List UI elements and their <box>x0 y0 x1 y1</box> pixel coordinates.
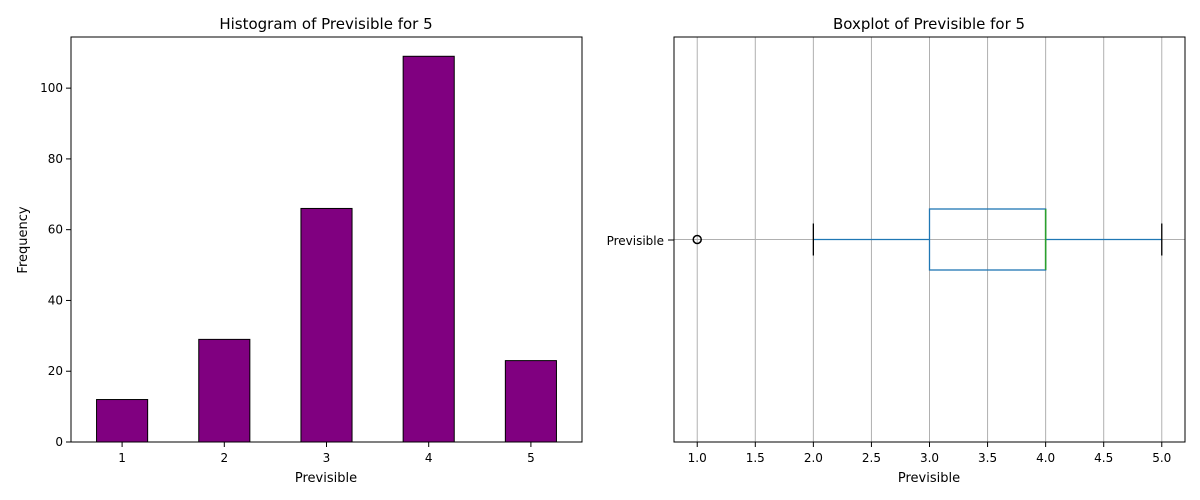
boxplot-x-tick-label: 1.5 <box>746 451 765 465</box>
histogram-bar <box>504 360 557 443</box>
boxplot-marks <box>692 208 1163 271</box>
histogram-y-tick-label: 0 <box>55 435 63 449</box>
boxplot-x-tick-label: 4.0 <box>1036 451 1055 465</box>
boxplot-x-tick-label: 4.5 <box>1094 451 1113 465</box>
boxplot-x-tick-label: 1.0 <box>688 451 707 465</box>
histogram-y-tick-label: 40 <box>48 293 63 307</box>
boxplot-x-tick-label: 3.0 <box>920 451 939 465</box>
histogram-y-tick-label: 80 <box>48 152 63 166</box>
histogram-bar <box>198 338 251 443</box>
histogram-title: Histogram of Previsible for 5 <box>219 15 432 33</box>
boxplot-x-axis-label: Previsible <box>898 471 960 486</box>
histogram-chart: Histogram of Previsible for 5 1 2 3 4 5 0 20 4… <box>16 15 583 486</box>
histogram-y-tick-label: 60 <box>48 223 63 237</box>
histogram-y-axis-label: Frequency <box>16 206 31 273</box>
boxplot-x-tick-label: 2.0 <box>804 451 823 465</box>
histogram-x-tick-label: 3 <box>323 451 331 465</box>
boxplot-title: Boxplot of Previsible for 5 <box>833 15 1025 33</box>
histogram-bar <box>300 207 353 443</box>
boxplot-chart: Boxplot of Previsible for 5 1.0 1.5 2.0 2.5… <box>607 15 1186 486</box>
histogram-bars <box>96 55 557 443</box>
histogram-y-tick-label: 20 <box>48 364 63 378</box>
histogram-x-axis-label: Previsible <box>295 471 357 486</box>
boxplot-x-tick-label: 5.0 <box>1152 451 1171 465</box>
histogram-bar <box>96 399 149 443</box>
histogram-x-tick-label: 5 <box>527 451 535 465</box>
boxplot-x-tick-label: 2.5 <box>862 451 881 465</box>
boxplot-outlier-point <box>692 234 702 245</box>
histogram-y-tick-label: 100 <box>40 81 63 95</box>
histogram-x-ticks: 1 2 3 4 5 <box>118 442 535 465</box>
histogram-x-tick-label: 2 <box>220 451 228 465</box>
boxplot-category-label: Previsible <box>607 234 664 248</box>
boxplot-x-ticks: 1.0 1.5 2.0 2.5 3.0 3.5 4.0 4.5 5.0 <box>688 442 1171 465</box>
histogram-y-ticks: 0 20 40 60 80 100 <box>40 81 71 449</box>
histogram-x-tick-label: 1 <box>118 451 126 465</box>
histogram-x-tick-label: 4 <box>425 451 433 465</box>
boxplot-x-tick-label: 3.5 <box>978 451 997 465</box>
histogram-bar <box>402 55 455 443</box>
